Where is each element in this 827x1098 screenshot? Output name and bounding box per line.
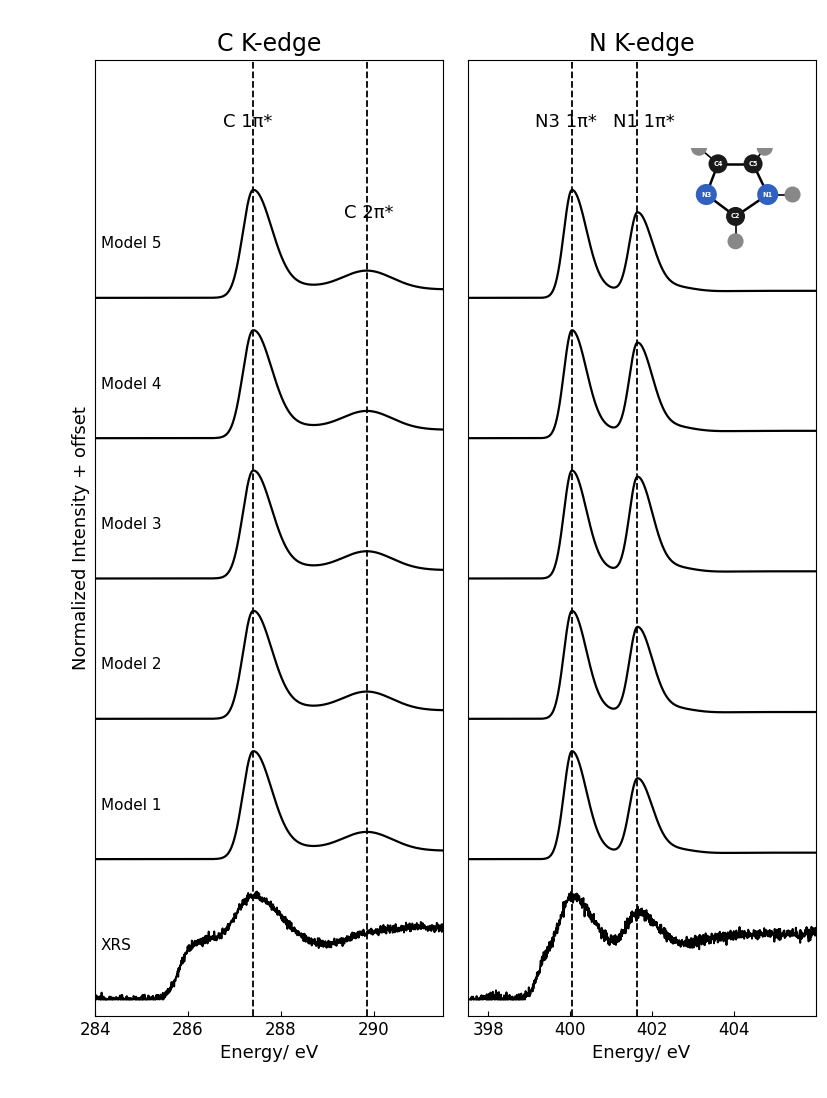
Text: Model 4: Model 4	[101, 377, 161, 392]
Title: N K-edge: N K-edge	[588, 32, 694, 56]
X-axis label: Energy/ eV: Energy/ eV	[220, 1044, 318, 1062]
Text: C 1π*: C 1π*	[222, 113, 272, 131]
Title: C K-edge: C K-edge	[217, 32, 321, 56]
Text: Model 3: Model 3	[101, 517, 161, 533]
Text: N3 1π*: N3 1π*	[534, 113, 596, 131]
Text: XRS: XRS	[101, 938, 131, 953]
Text: Model 1: Model 1	[101, 797, 161, 813]
X-axis label: Energy/ eV: Energy/ eV	[592, 1044, 690, 1062]
Text: N1 1π*: N1 1π*	[612, 113, 674, 131]
Text: Model 2: Model 2	[101, 658, 161, 672]
Text: Model 5: Model 5	[101, 236, 161, 251]
Y-axis label: Normalized Intensity + offset: Normalized Intensity + offset	[72, 406, 89, 670]
Text: C 2π*: C 2π*	[344, 204, 394, 222]
